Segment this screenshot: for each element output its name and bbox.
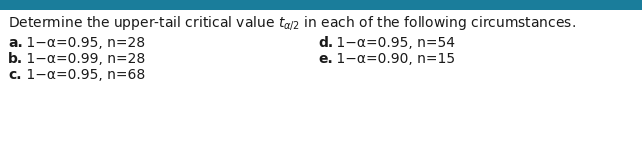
Text: a.: a. [8, 36, 22, 50]
Text: e.: e. [318, 52, 333, 66]
Text: 1−α=0.95, n=54: 1−α=0.95, n=54 [332, 36, 455, 50]
Text: b.: b. [8, 52, 23, 66]
Text: c.: c. [8, 68, 21, 82]
Text: 1−α=0.95, n=68: 1−α=0.95, n=68 [22, 68, 145, 82]
Text: 1−α=0.99, n=28: 1−α=0.99, n=28 [22, 52, 145, 66]
Text: Determine the upper-tail critical value $t_{\alpha/2}$ in each of the following : Determine the upper-tail critical value … [8, 14, 576, 32]
Text: 1−α=0.95, n=28: 1−α=0.95, n=28 [22, 36, 145, 50]
Text: 1−α=0.90, n=15: 1−α=0.90, n=15 [332, 52, 455, 66]
Bar [0, 0, 642, 10]
Text: d.: d. [318, 36, 333, 50]
